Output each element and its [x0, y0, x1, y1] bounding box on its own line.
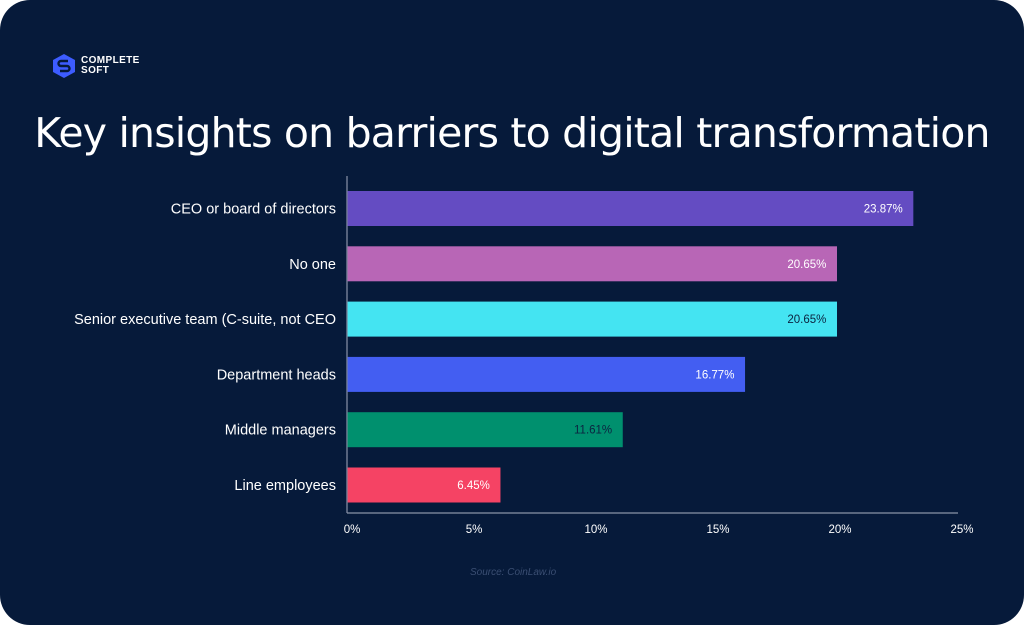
x-tick-label: 10%: [584, 524, 607, 536]
category-label: Middle managers: [225, 423, 336, 439]
bar: [347, 412, 623, 448]
data-label: 20.65%: [787, 259, 826, 271]
bar: [347, 356, 746, 392]
bar: [347, 467, 501, 503]
category-label: Line employees: [234, 478, 336, 494]
x-tick-label: 20%: [828, 524, 851, 536]
bar: [347, 191, 914, 226]
brand-name-line2: SOFT: [81, 65, 110, 76]
source-note: Source: CoinLaw.io: [470, 567, 557, 578]
hexagon-s-logo-icon: [53, 54, 75, 78]
x-tick-label: 15%: [706, 524, 729, 536]
data-label: 6.45%: [457, 480, 490, 492]
category-label: CEO or board of directors: [171, 202, 336, 218]
bar: [347, 246, 838, 282]
category-label: No one: [289, 257, 336, 273]
x-tick-label: 0%: [344, 524, 361, 536]
brand-logo: COMPLETE SOFT: [52, 53, 140, 79]
data-label: 20.65%: [787, 314, 826, 326]
x-tick-label: 5%: [466, 524, 483, 536]
category-label: Senior executive team (C-suite, not CEO: [74, 312, 336, 328]
bar: [347, 301, 838, 337]
chart-title: Key insights on barriers to digital tran…: [34, 109, 990, 157]
data-label: 11.61%: [574, 425, 612, 437]
category-label: Department heads: [217, 367, 336, 383]
brand-name-line1: COMPLETE: [81, 55, 140, 66]
data-label: 23.87%: [864, 204, 903, 216]
data-label: 16.77%: [695, 369, 734, 381]
x-tick-label: 25%: [950, 524, 973, 536]
brand-name: COMPLETE SOFT: [81, 56, 140, 76]
